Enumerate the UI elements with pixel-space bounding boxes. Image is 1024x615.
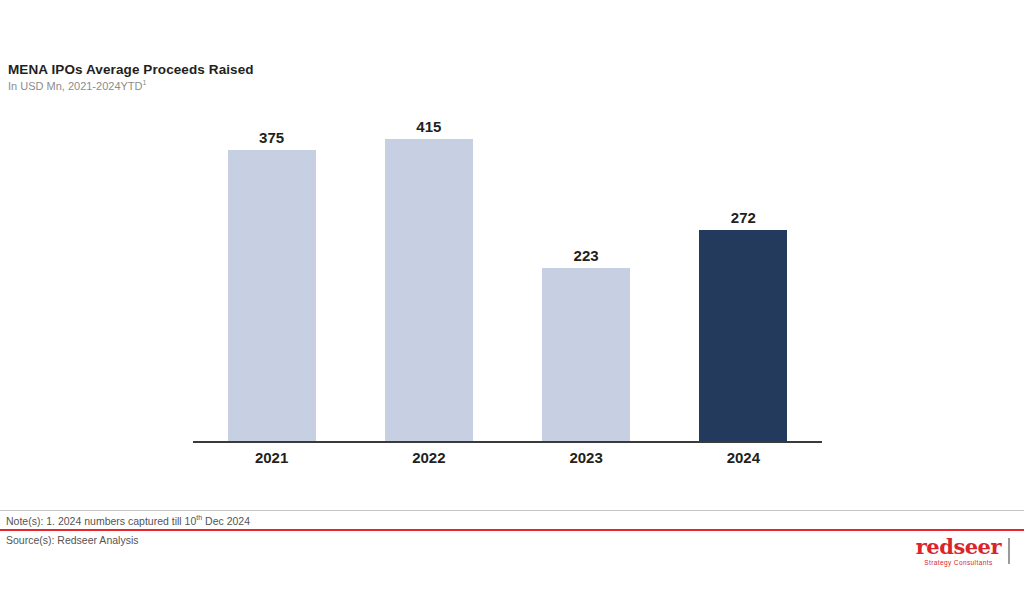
bar-column-2022: 415	[350, 119, 507, 442]
x-axis-label-2022: 2022	[350, 449, 507, 466]
slide: MENA IPOs Average Proceeds Raised In USD…	[0, 0, 1024, 615]
notes-divider-line	[0, 510, 1024, 511]
x-axis-label-2023: 2023	[508, 449, 665, 466]
redseer-logo: redseer Strategy Consultants	[916, 536, 1010, 566]
redseer-logo-text: redseer Strategy Consultants	[916, 536, 1001, 566]
redseer-wordmark: redseer	[916, 536, 1001, 557]
bar-2024	[699, 230, 787, 442]
bar-column-2023: 223	[508, 119, 665, 442]
bar-column-2024: 272	[665, 119, 822, 442]
x-axis-labels: 2021202220232024	[193, 449, 822, 466]
notes-text: Note(s): 1. 2024 numbers captured till 1…	[6, 514, 250, 527]
x-axis-label-2024: 2024	[665, 449, 822, 466]
x-axis-label-2021: 2021	[193, 449, 350, 466]
bar-column-2021: 375	[193, 119, 350, 442]
chart-subtitle-footnote-marker: 1	[143, 79, 147, 86]
chart-subtitle-text: In USD Mn, 2021-2024YTD	[8, 80, 143, 92]
bar-value-label: 272	[731, 210, 756, 225]
redseer-tagline: Strategy Consultants	[916, 559, 1001, 566]
bar-value-label: 415	[416, 119, 441, 134]
bar-2021	[228, 150, 316, 442]
notes-text-prefix: Note(s): 1. 2024 numbers captured till 1…	[6, 515, 196, 527]
bar-2023	[542, 268, 630, 442]
chart-subtitle: In USD Mn, 2021-2024YTD1	[8, 79, 254, 92]
chart-header: MENA IPOs Average Proceeds Raised In USD…	[8, 62, 254, 92]
notes-text-suffix: Dec 2024	[202, 515, 250, 527]
red-divider-line	[0, 529, 1024, 531]
x-axis-line	[193, 441, 822, 443]
bar-value-label: 223	[574, 248, 599, 263]
bar-value-label: 375	[259, 130, 284, 145]
page-title: MENA IPOs Average Proceeds Raised	[8, 62, 254, 77]
bar-2022	[385, 139, 473, 442]
plot-area: 375 415 223 272	[193, 119, 822, 442]
source-text: Source(s): Redseer Analysis	[6, 534, 138, 546]
logo-separator-bar	[1008, 538, 1010, 564]
